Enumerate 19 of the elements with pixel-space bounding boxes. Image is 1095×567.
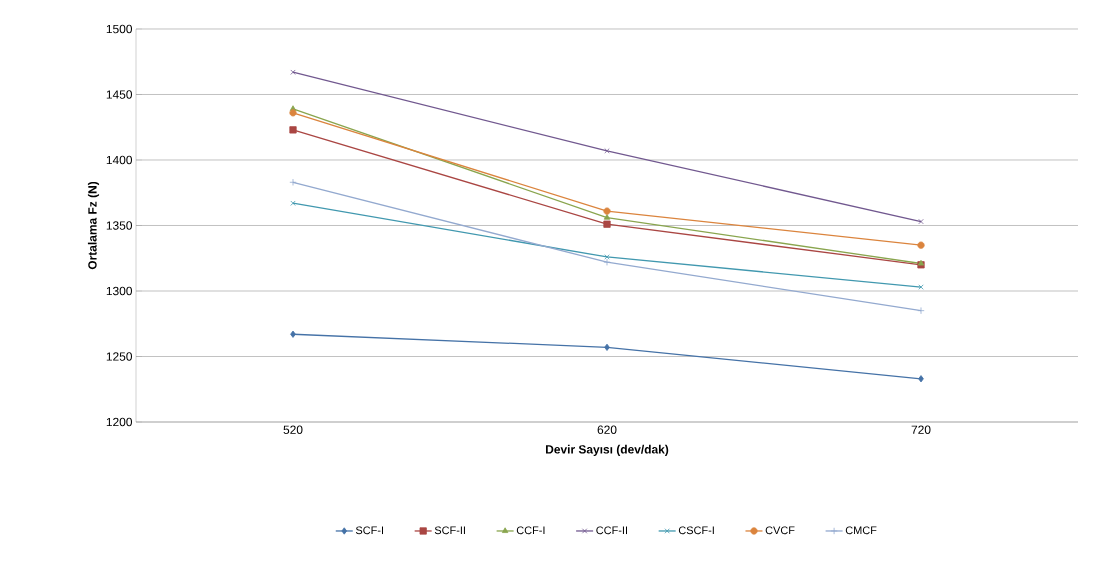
- y-tick-label: 1500: [106, 24, 133, 34]
- y-tick-label: 1350: [106, 221, 133, 230]
- legend-label: SCF-II: [434, 526, 465, 535]
- y-tick-label: 1250: [106, 352, 133, 361]
- legend-label: SCF-I: [355, 526, 384, 535]
- x-tick-label: 520: [283, 425, 303, 434]
- y-tick-label: 1200: [106, 417, 133, 427]
- x-tick-label: 620: [597, 425, 617, 434]
- legend-label: CMCF: [845, 526, 877, 535]
- y-axis-title: Ortalama Fz (N): [87, 181, 100, 270]
- x-tick-label: 720: [911, 425, 931, 434]
- x-axis-title: Devir Sayısı (dev/dak): [546, 444, 669, 456]
- y-tick-label: 1400: [106, 155, 133, 165]
- y-tick-label: 1300: [106, 286, 133, 296]
- y-tick-label: 1450: [106, 90, 133, 99]
- legend-label: CCF-II: [596, 526, 628, 535]
- legend-label: CSCF-I: [678, 526, 714, 535]
- legend-label: CCF-I: [516, 526, 545, 535]
- legend-label: CVCF: [765, 526, 795, 535]
